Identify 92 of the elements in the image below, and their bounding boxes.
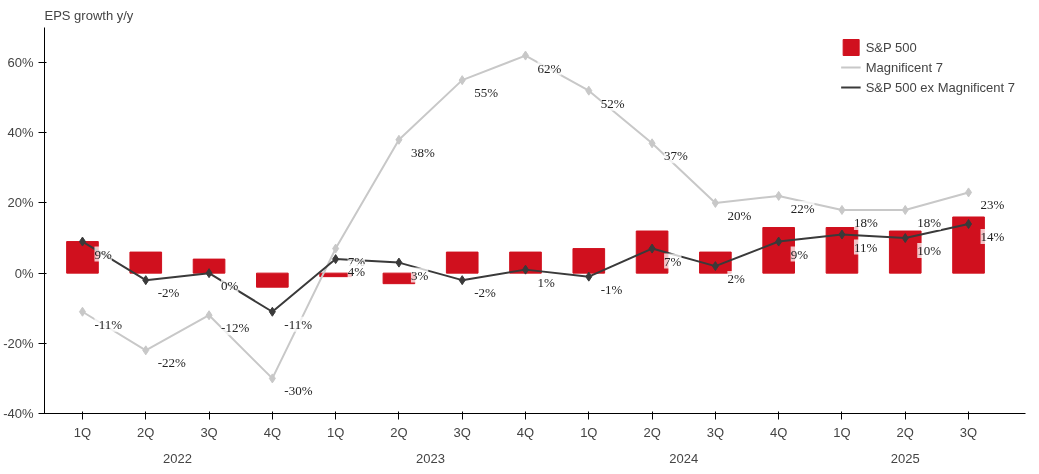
point	[585, 85, 593, 96]
text: 2025	[890, 450, 920, 466]
point	[522, 264, 530, 275]
data-label: 22%	[790, 200, 815, 216]
point	[711, 197, 719, 208]
data-label: -2%	[157, 285, 180, 301]
data-label: -30%	[284, 383, 313, 399]
point	[585, 271, 593, 282]
x-tick-label: 4Q	[263, 424, 282, 440]
x-tick-label: 4Q	[770, 424, 788, 440]
y-tick-label: 40%	[7, 125, 34, 141]
bar	[192, 258, 226, 274]
point	[332, 254, 340, 265]
point	[268, 306, 276, 317]
bar	[572, 248, 606, 274]
data-label: 9%	[94, 246, 112, 262]
x-tick-label: 1Q	[326, 424, 345, 440]
x-tick-label: 2Q	[137, 424, 155, 440]
data-label: 55%	[474, 85, 499, 101]
data-label: 7%	[664, 253, 682, 269]
data-label: 37%	[664, 148, 689, 164]
point	[838, 204, 846, 215]
x-tick-label: 3Q	[200, 424, 218, 440]
data-label: -2%	[474, 285, 497, 301]
y-tick-label: -20%	[3, 335, 34, 351]
data-label: 1%	[537, 274, 556, 290]
point	[901, 204, 909, 215]
bar	[129, 251, 163, 274]
point	[838, 229, 846, 240]
y-tick-label: 20%	[7, 195, 34, 211]
point	[901, 233, 909, 244]
x-tick-label: 3Q	[453, 424, 471, 440]
x-tick-label: 4Q	[516, 424, 535, 440]
point	[395, 134, 403, 145]
x-tick-label: 3Q	[706, 424, 725, 440]
data-label: 9%	[790, 246, 809, 262]
point	[775, 236, 783, 247]
point	[522, 50, 530, 61]
data-label: 18%	[853, 214, 878, 230]
bar	[256, 272, 289, 288]
data-label: 11%	[853, 239, 878, 255]
point	[142, 345, 150, 356]
point	[775, 190, 783, 201]
point	[268, 373, 276, 384]
point	[395, 257, 403, 268]
point	[142, 275, 150, 286]
data-label: -11%	[94, 316, 123, 332]
data-label: 3%	[410, 267, 429, 283]
text: 2024	[669, 450, 699, 466]
x-tick-label: 1Q	[580, 424, 598, 440]
data-label: -22%	[157, 355, 187, 371]
y-tick-label: 0%	[14, 265, 34, 281]
point	[965, 187, 973, 198]
data-label: 2%	[727, 271, 745, 287]
point	[965, 219, 973, 230]
data-label: 7%	[347, 253, 366, 269]
data-label: -12%	[221, 320, 250, 336]
point	[78, 306, 86, 317]
data-label: 18%	[917, 214, 942, 230]
data-label: 10%	[917, 243, 942, 259]
point	[332, 243, 340, 254]
data-label: 23%	[980, 197, 1005, 213]
text: 2023	[416, 450, 446, 466]
point	[205, 268, 213, 279]
data-label: -1%	[600, 281, 623, 297]
data-label: 52%	[600, 95, 625, 111]
legend-label: S&P 500	[865, 39, 917, 55]
data-label: 38%	[410, 144, 435, 160]
x-tick-label: 2Q	[643, 424, 661, 440]
data-label: 14%	[980, 229, 1005, 245]
point	[458, 275, 466, 286]
legend-label: S&P 500 ex Magnificent 7	[865, 79, 1015, 95]
data-label: -11%	[284, 316, 313, 332]
text: 2022	[162, 450, 192, 466]
x-tick-label: 3Q	[959, 424, 978, 440]
x-tick-label: 2Q	[390, 424, 408, 440]
x-tick-label: 1Q	[73, 424, 92, 440]
data-label: 20%	[727, 207, 752, 223]
y-tick-label: -40%	[3, 406, 34, 421]
x-tick-label: 1Q	[833, 424, 851, 440]
data-label: 62%	[537, 60, 562, 76]
point	[78, 236, 86, 247]
x-tick-label: 2Q	[896, 424, 914, 440]
legend-label: Magnificent 7	[865, 59, 943, 75]
y-tick-label: 60%	[7, 55, 34, 71]
point	[205, 310, 213, 321]
point	[648, 138, 656, 149]
data-label: 4%	[347, 264, 366, 280]
point	[458, 75, 466, 86]
bar	[445, 251, 479, 274]
chart-title: EPS growth y/y	[44, 7, 134, 23]
data-label: 0%	[221, 278, 239, 294]
